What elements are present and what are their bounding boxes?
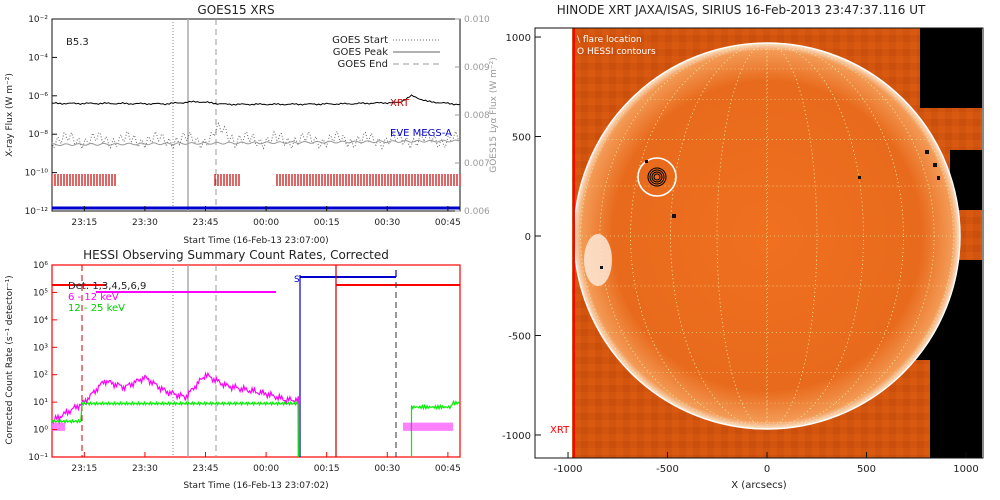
bright-limb-region xyxy=(584,234,612,286)
goes-left-tick-label: 10⁻⁶ xyxy=(28,92,48,102)
hessi-band1-series xyxy=(51,371,299,458)
time-tick-label: 00:30 xyxy=(374,218,400,228)
goes-time-axis: 23:15 23:30 23:45 00:00 00:15 00:30 00:45 xyxy=(71,206,461,228)
xrt-image xyxy=(572,28,982,458)
goes-right-tick-label: 0.006 xyxy=(464,207,490,217)
hessi-title: HESSI Observing Summary Count Rates, Cor… xyxy=(83,248,389,262)
xrt-x-tick-label: -500 xyxy=(656,464,679,475)
hessi-detectors-label: Det: 1,3,4,5,6,9 xyxy=(68,281,146,292)
goes-eve-label: EVE MEGS-A xyxy=(390,128,452,139)
dark-spots xyxy=(600,150,940,269)
hessi-xlabel: Start Time (16-Feb-13 23:07:02) xyxy=(183,481,328,491)
goes-ylabel-left: X-ray Flux (W m⁻²) xyxy=(5,73,15,157)
hessi-band2-label: 12 - 25 keV xyxy=(68,303,125,314)
xrt-plot-frame xyxy=(534,27,984,459)
xrt-y-tick-label: 0 xyxy=(525,232,531,243)
hessi-left-tick-label: 10⁶ xyxy=(33,261,48,271)
hessi-left-tick-label: 10¹ xyxy=(33,398,48,408)
goes-xrt-coverage-marks xyxy=(51,174,461,186)
hessi-panel: HESSI Observing Summary Count Rates, Cor… xyxy=(5,248,461,491)
hessi-time-axis: 23:15 23:30 23:45 00:00 00:15 00:30 00:45 xyxy=(71,452,461,474)
xrt-y-tick-label: 1000 xyxy=(506,33,531,44)
legend-goes-end: GOES End xyxy=(338,59,388,70)
xrt-corner-label: XRT xyxy=(550,425,570,436)
time-tick-label: 23:45 xyxy=(193,218,219,228)
xrt-x-tick-label: 500 xyxy=(857,464,876,475)
goes-legend: GOES Start GOES Peak GOES End xyxy=(332,35,440,70)
xrt-dark-corner-ne xyxy=(920,28,982,108)
hessi-left-tick-label: 10⁴ xyxy=(33,316,48,326)
time-tick-label: 00:00 xyxy=(253,218,279,228)
goes-class-label: B5.3 xyxy=(66,37,89,48)
xrt-y-tick-label: 500 xyxy=(512,133,531,144)
xrt-y-axis: 1000 500 0 -500 -1000 xyxy=(502,33,541,442)
goes-xrt-series xyxy=(51,94,461,106)
goes-title: GOES15 XRS xyxy=(197,3,274,17)
hessi-band2-series-late xyxy=(410,399,460,457)
hessi-band1-noise-marks xyxy=(51,422,453,431)
goes-right-axis: 0.010 0.009 0.008 0.007 0.006 xyxy=(455,15,490,217)
xrt-panel: HINODE XRT JAXA/ISAS, SIRIUS 16-Feb-2013… xyxy=(502,3,984,491)
time-tick-label: 23:15 xyxy=(71,218,97,228)
goes-left-tick-label: 10⁻¹² xyxy=(25,207,49,217)
goes-left-tick-label: 10⁻⁴ xyxy=(28,53,48,63)
time-tick-label: 00:15 xyxy=(314,464,340,474)
goes-left-axis: 10⁻² 10⁻⁴ 10⁻⁶ 10⁻⁸ 10⁻¹⁰ 10⁻¹² xyxy=(25,15,57,217)
hessi-ylabel: Corrected Count Rate (s⁻¹ detector⁻¹) xyxy=(5,275,15,444)
goes-left-tick-label: 10⁻⁸ xyxy=(28,130,48,140)
xrt-y-tick-label: -500 xyxy=(508,331,531,342)
goes-left-tick-label: 10⁻² xyxy=(28,15,48,25)
goes-panel: GOES15 XRS B5.3 XRT EVE MEGS-A GOES Star… xyxy=(5,3,499,246)
legend-goes-peak: GOES Peak xyxy=(333,47,388,58)
hessi-left-tick-label: 10⁵ xyxy=(33,288,48,298)
longitude-line xyxy=(716,42,818,430)
hessi-left-tick-label: 10² xyxy=(33,371,48,381)
goes-right-tick-label: 0.010 xyxy=(464,15,490,25)
longitude-line xyxy=(766,42,768,430)
xrt-x-tick-label: -1000 xyxy=(553,464,582,475)
goes-xrt-label: XRT xyxy=(390,98,410,109)
hessi-plot-frame xyxy=(51,264,461,458)
hessi-left-axis: 10⁶ 10⁵ 10⁴ 10³ 10² 10¹ 10⁰ 10⁻¹ xyxy=(28,261,57,463)
time-tick-label: 23:30 xyxy=(132,218,158,228)
xrt-x-tick-label: 1000 xyxy=(953,464,978,475)
xrt-xlabel: X (arcsecs) xyxy=(731,480,787,491)
xrt-legend-flare: \ flare location xyxy=(577,35,642,45)
xrt-title: HINODE XRT JAXA/ISAS, SIRIUS 16-Feb-2013… xyxy=(557,3,926,17)
goes-right-tick-label: 0.008 xyxy=(464,111,490,121)
xrt-legend-hessi: O HESSI contours xyxy=(577,47,656,57)
time-tick-label: 23:30 xyxy=(132,464,158,474)
time-tick-label: 00:45 xyxy=(435,464,461,474)
hessi-left-tick-label: 10⁰ xyxy=(33,426,48,436)
legend-goes-start: GOES Start xyxy=(332,35,388,46)
longitude-line xyxy=(599,42,935,430)
hessi-s-label: S xyxy=(294,275,300,285)
goes-right-tick-label: 0.007 xyxy=(464,159,490,169)
time-tick-label: 00:15 xyxy=(314,218,340,228)
time-tick-label: 00:45 xyxy=(435,218,461,228)
time-tick-label: 23:15 xyxy=(71,464,97,474)
time-tick-label: 00:00 xyxy=(253,464,279,474)
longitude-line xyxy=(580,42,954,430)
goes-plot-frame xyxy=(51,18,461,212)
goes-xlabel: Start Time (16-Feb-13 23:07:00) xyxy=(183,236,328,246)
hessi-contours xyxy=(647,167,667,187)
goes-left-tick-label: 10⁻¹⁰ xyxy=(25,169,49,179)
flare-location-circle xyxy=(637,157,677,197)
xrt-y-tick-label: -1000 xyxy=(502,431,531,442)
hessi-band1-label: 6 - 12 keV xyxy=(68,292,119,303)
time-tick-label: 00:30 xyxy=(374,464,400,474)
time-tick-label: 23:45 xyxy=(193,464,219,474)
xrt-x-tick-label: 0 xyxy=(764,464,770,475)
hessi-band2-series xyxy=(51,400,299,458)
hessi-left-tick-label: 10⁻¹ xyxy=(28,453,48,463)
hessi-left-tick-label: 10³ xyxy=(33,343,48,353)
goes-lya-series xyxy=(51,139,461,147)
goes-right-tick-label: 0.009 xyxy=(464,63,490,73)
xrt-x-axis: -1000 -500 0 500 1000 xyxy=(553,452,979,475)
goes-ylabel-right: GOES15 Lyα Flux (W m⁻²) xyxy=(489,57,499,173)
